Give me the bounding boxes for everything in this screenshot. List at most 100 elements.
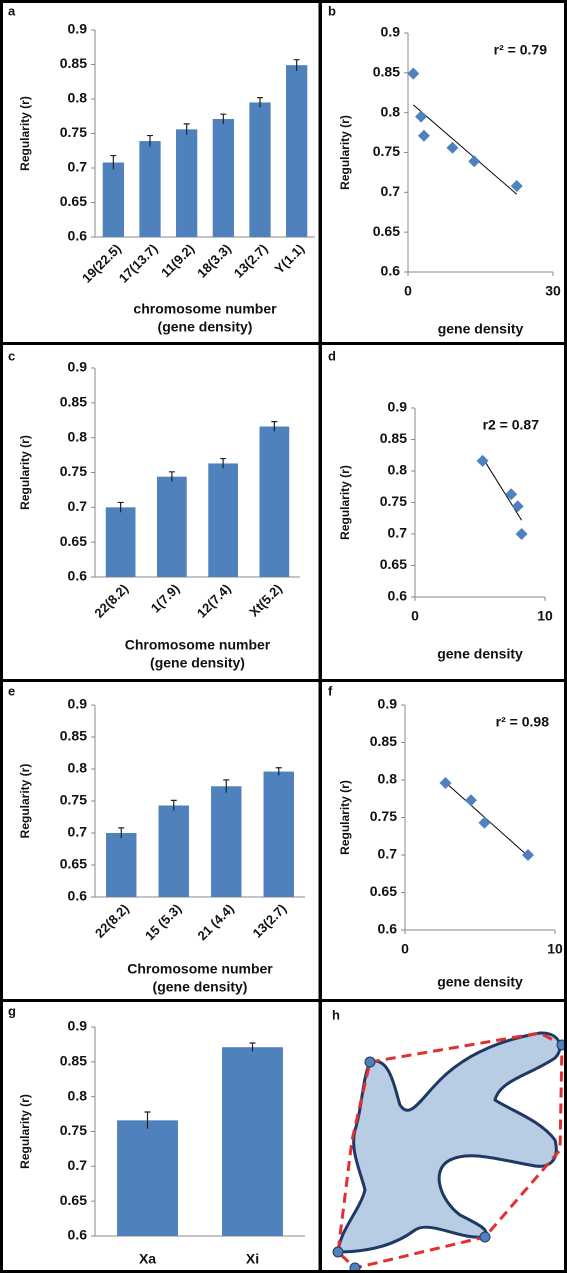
- bar: [158, 805, 189, 897]
- error-bar: [220, 113, 227, 124]
- error-bar: [117, 501, 124, 513]
- y-axis-label: Regularity (r): [18, 435, 32, 510]
- y-tick-label: 0.6: [381, 263, 401, 279]
- x-tick-label: 0: [401, 941, 409, 957]
- y-axis-label: Regularity (r): [338, 115, 352, 190]
- x-tick-label: 0: [411, 608, 419, 624]
- point: [511, 500, 524, 513]
- point: [522, 849, 534, 861]
- y-tick-label: 0.6: [378, 921, 398, 937]
- bar: [102, 162, 124, 237]
- trendline: [412, 104, 518, 195]
- panel-label: d: [328, 348, 336, 363]
- x-axis-label: gene density: [437, 974, 523, 990]
- x-axis-label: chromosome number: [133, 301, 277, 317]
- y-tick-label: 0.7: [388, 525, 408, 541]
- bar: [105, 507, 136, 577]
- y-tick-label: 0.85: [370, 733, 397, 749]
- point: [439, 777, 452, 789]
- y-tick-label: 0.85: [60, 394, 87, 410]
- point: [465, 794, 477, 807]
- bar: [249, 102, 271, 237]
- bar: [157, 476, 187, 577]
- x-axis-label: (gene density): [153, 979, 248, 995]
- x-axis-label: Chromosome number: [127, 961, 273, 977]
- y-tick-label: 0.7: [378, 846, 398, 862]
- panel-h: h: [332, 1007, 567, 1273]
- error-bar: [223, 779, 230, 793]
- error-bar: [257, 97, 263, 108]
- y-tick-label: 0.6: [68, 1227, 88, 1243]
- hull-vertex: [332, 1246, 344, 1258]
- panel-label: c: [8, 348, 15, 363]
- y-tick-label: 0.85: [60, 728, 87, 744]
- x-axis-label: gene density: [438, 321, 524, 337]
- annotation: r² = 0.98: [496, 714, 550, 730]
- y-tick-label: 0.65: [380, 556, 407, 572]
- y-tick-label: 0.6: [388, 588, 408, 604]
- error-bar: [144, 1111, 151, 1129]
- panel-label: g: [8, 1003, 16, 1018]
- y-tick-label: 0.8: [68, 760, 88, 776]
- y-tick-label: 0.65: [60, 533, 87, 549]
- x-tick-label: Xi: [246, 1251, 259, 1267]
- y-tick-label: 0.65: [60, 1192, 87, 1208]
- y-tick-label: 0.8: [68, 428, 88, 444]
- y-tick-label: 0.65: [373, 223, 400, 239]
- point: [446, 141, 459, 154]
- point: [415, 110, 428, 123]
- x-tick-label: Xa: [139, 1251, 156, 1267]
- panel-label: e: [8, 683, 15, 698]
- y-tick-label: 0.9: [68, 696, 88, 712]
- y-tick-label: 0.85: [373, 64, 400, 80]
- y-axis-label: Regularity (r): [18, 764, 32, 839]
- bar: [286, 65, 308, 237]
- y-axis-label: Regularity (r): [338, 465, 352, 540]
- bar: [211, 786, 242, 897]
- y-tick-label: 0.7: [68, 1157, 88, 1173]
- y-tick-label: 0.8: [68, 90, 88, 106]
- error-bar: [147, 134, 153, 147]
- panel-frame: [318, 999, 567, 1273]
- bar: [208, 463, 238, 577]
- error-bar: [271, 421, 278, 432]
- panel-label: f: [328, 683, 333, 698]
- bar: [176, 129, 198, 237]
- bar: [139, 141, 161, 237]
- y-tick-label: 0.85: [60, 1053, 87, 1069]
- y-axis-label: Regularity (r): [18, 96, 32, 171]
- trendline: [482, 457, 523, 521]
- y-tick-label: 0.6: [68, 228, 88, 244]
- bar: [117, 1120, 178, 1236]
- y-tick-label: 0.7: [381, 183, 401, 199]
- hull-vertex: [479, 1231, 491, 1243]
- y-tick-label: 0.75: [380, 493, 407, 509]
- y-tick-label: 0.6: [68, 888, 88, 904]
- point: [417, 129, 430, 142]
- y-tick-label: 0.75: [373, 143, 400, 159]
- bar: [106, 833, 137, 897]
- y-tick-label: 0.85: [60, 55, 87, 71]
- y-tick-label: 0.6: [68, 568, 88, 584]
- bar: [222, 1047, 283, 1236]
- y-axis-label: Regularity (r): [18, 1094, 32, 1169]
- y-tick-label: 0.9: [381, 24, 401, 40]
- y-tick-label: 0.9: [68, 21, 88, 37]
- annotation: r2 = 0.87: [483, 417, 540, 433]
- y-axis-label: Regularity (r): [338, 780, 352, 855]
- y-tick-label: 0.7: [68, 159, 88, 175]
- bar: [259, 426, 290, 577]
- y-tick-label: 0.9: [68, 1018, 88, 1034]
- y-tick-label: 0.9: [388, 399, 408, 415]
- panel-label: h: [332, 1007, 340, 1022]
- error-bar: [220, 457, 227, 469]
- y-tick-label: 0.75: [60, 124, 87, 140]
- x-tick-label: 30: [545, 283, 561, 299]
- x-tick-label: 0: [404, 283, 412, 299]
- y-tick-label: 0.9: [68, 359, 88, 375]
- panel-label: b: [328, 3, 336, 18]
- error-bar: [275, 767, 282, 776]
- x-tick-label: 10: [547, 941, 563, 957]
- hull-vertex: [364, 1056, 376, 1068]
- y-tick-label: 0.8: [388, 462, 408, 478]
